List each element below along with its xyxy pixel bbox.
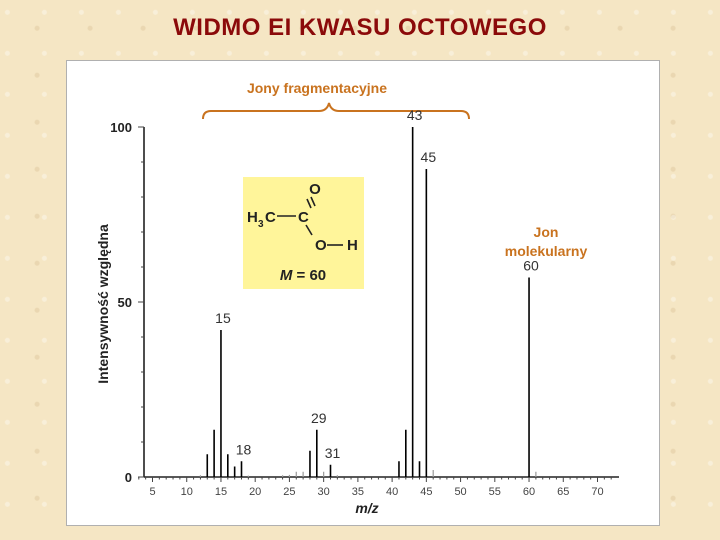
x-tick-label: 65 (557, 486, 569, 498)
peak-label-18: 18 (236, 441, 252, 457)
peak-label-31: 31 (325, 445, 341, 461)
structure-methyl-subscript: 3 (258, 219, 264, 230)
axes: 5 10 15 20 25 30 35 40 45 50 55 60 65 70 0 50 100 (110, 120, 619, 498)
x-tick-label: 5 (149, 486, 155, 498)
molar-mass-label: M = 60 (280, 267, 326, 284)
peak-label-29: 29 (311, 410, 327, 426)
peak-label-43: 43 (407, 107, 423, 123)
peak-label-45: 45 (421, 149, 437, 165)
structure-hydroxyl-o: O (315, 237, 327, 254)
x-tick-label: 10 (181, 486, 193, 498)
y-tick-label: 0 (125, 470, 132, 485)
y-tick-label: 50 (118, 295, 132, 310)
figure-panel: O H 3 C C O H M = 60 Jony fragmentacyjne… (66, 60, 660, 526)
x-tick-label: 15 (215, 486, 227, 498)
structure-carbonyl-o: O (309, 181, 321, 198)
x-tick-label: 50 (454, 486, 466, 498)
structure-hydroxyl-h: H (347, 237, 358, 254)
x-tick-label: 30 (318, 486, 330, 498)
peak-label-60: 60 (523, 258, 539, 274)
structure-methyl-h: H (247, 209, 258, 226)
x-tick-label: 70 (591, 486, 603, 498)
peak-labels: 15 18 29 31 43 45 60 (215, 107, 539, 461)
molecular-ion-label-line2: molekularny (505, 243, 588, 259)
structure-double-bond-b (310, 196, 316, 207)
fragment-ions-label: Jony fragmentacyjne (247, 80, 387, 96)
structure-double-bond-a (306, 198, 312, 209)
peak-label-15: 15 (215, 310, 231, 326)
y-tick-label: 100 (110, 120, 132, 135)
x-tick-label: 25 (283, 486, 295, 498)
mass-spectrum-chart: O H 3 C C O H M = 60 Jony fragmentacyjne… (95, 80, 619, 516)
structure-methyl-c: C (265, 209, 276, 226)
x-tick-label: 35 (352, 486, 364, 498)
structure-background (243, 177, 364, 289)
x-tick-label: 45 (420, 486, 432, 498)
x-axis-label: m/z (355, 500, 378, 516)
y-axis-label: Intensywność względna (95, 224, 111, 384)
x-tick-label: 60 (523, 486, 535, 498)
acetic-acid-structure: O H 3 C C O H M = 60 (243, 177, 364, 289)
structure-carboxyl-c: C (298, 209, 309, 226)
structure-co-bond (305, 224, 313, 236)
molecular-ion-label-line1: Jon (534, 224, 559, 240)
x-tick-label: 55 (489, 486, 501, 498)
x-tick-label: 40 (386, 486, 398, 498)
fragment-ions-bracket (202, 102, 470, 120)
x-tick-label: 20 (249, 486, 261, 498)
slide-title: WIDMO EI KWASU OCTOWEGO (173, 14, 547, 41)
peaks (199, 127, 537, 477)
